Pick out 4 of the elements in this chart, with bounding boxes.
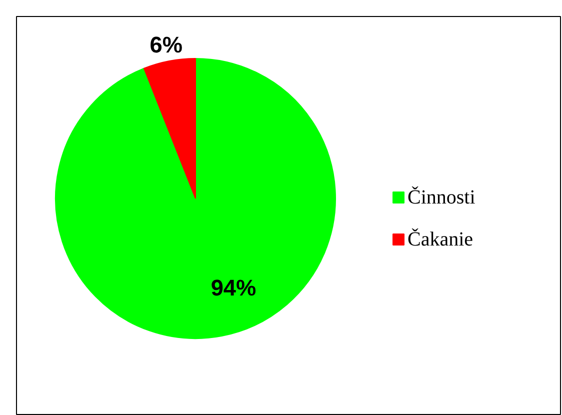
data-label: 6%	[150, 31, 182, 58]
legend-label: Čakanie	[408, 228, 474, 250]
data-label: 94%	[210, 274, 256, 300]
legend-label: Činnosti	[408, 186, 476, 208]
